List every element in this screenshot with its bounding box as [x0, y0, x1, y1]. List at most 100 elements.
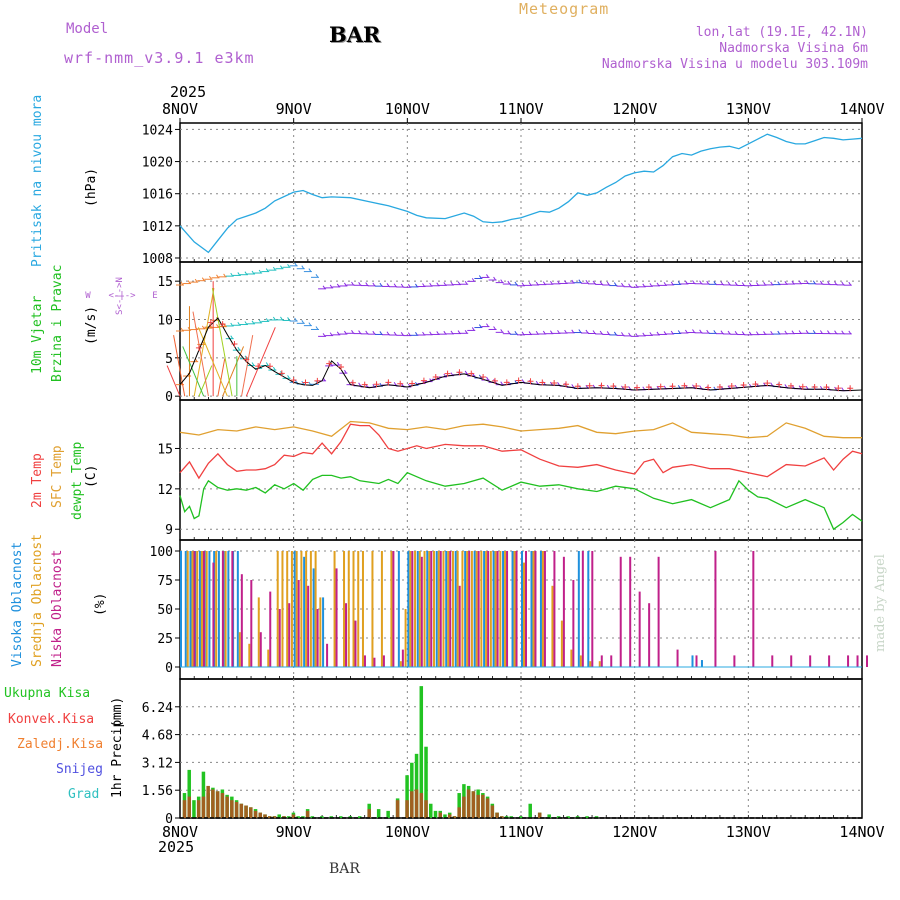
wind-barb-tick-upper — [265, 268, 269, 272]
wind-barb-tick-middle — [478, 324, 482, 328]
wind-barb-tick-middle — [287, 317, 290, 321]
high-cloud-bar — [189, 551, 192, 667]
wind-barb-tick-middle — [422, 331, 425, 336]
wind-barb-tick-upper — [777, 281, 781, 285]
high-cloud-bar — [426, 551, 429, 667]
high-cloud-bar — [208, 551, 211, 667]
low-cloud-bar — [354, 620, 357, 667]
low-cloud-bar — [382, 655, 385, 667]
wind-barb-tick-middle — [507, 330, 511, 334]
elevation-text: Nadmorska Visina 6m — [719, 41, 868, 56]
y-tick-label-cloud: 100 — [150, 545, 173, 560]
year-bottom: 2025 — [158, 838, 195, 856]
wind-gust-marker — [764, 380, 771, 387]
mid-cloud-bar — [560, 620, 563, 667]
mid-cloud-bar — [191, 551, 194, 667]
conv-precip-bar — [267, 816, 272, 818]
wind-barb-tick-middle — [528, 331, 532, 335]
mid-cloud-bar — [343, 551, 346, 667]
wind-barb-tick-middle — [841, 330, 845, 335]
y-tick-label-pressure: 1016 — [142, 188, 173, 203]
conv-precip-bar — [201, 796, 206, 818]
mid-cloud-bar — [361, 551, 364, 667]
wind-barb-tick-upper — [493, 276, 496, 281]
mid-cloud-bar — [333, 551, 336, 667]
wind-barb-tick-middle — [216, 324, 219, 328]
wind-barb-tick-middle — [471, 327, 475, 331]
y-tick-label-temperature: 15 — [157, 442, 173, 457]
low-cloud-bar — [600, 655, 603, 667]
wind-barb-tick-lower — [343, 369, 347, 374]
wind-barb-tick-upper — [656, 282, 660, 287]
low-cloud-bar — [269, 591, 272, 667]
total-precip-bar — [376, 809, 381, 818]
wind-barb-tick-upper — [201, 277, 205, 281]
low-cloud-bar — [534, 551, 537, 667]
low-cloud-bar — [828, 655, 831, 667]
wind-gust-marker — [397, 380, 404, 387]
total-precip-bar — [509, 816, 514, 818]
y-tick-label-cloud: 75 — [157, 574, 173, 589]
low-cloud-bar — [193, 551, 196, 667]
wind-barb-tick-lower — [237, 346, 241, 351]
wind-barb-tick-middle — [343, 330, 347, 335]
total-precip-bar — [286, 816, 291, 818]
wind-barb-tick-middle — [400, 332, 404, 336]
low-cloud-bar — [506, 551, 509, 667]
wind-direction-ray — [173, 335, 186, 397]
wind-barb-tick-upper — [805, 280, 809, 284]
wind-barb-tick-middle — [542, 330, 546, 335]
low-cloud-bar — [733, 655, 736, 667]
mid-cloud-bar — [380, 551, 383, 667]
wind-barb-tick-upper — [734, 281, 738, 286]
low-cloud-bar — [629, 556, 632, 667]
mid-cloud-bar — [504, 551, 507, 667]
total-precip-bar — [310, 816, 315, 818]
wind-barb-tick-upper — [514, 281, 518, 286]
high-cloud-bar — [217, 551, 220, 667]
wind-barb-tick-upper — [450, 281, 454, 286]
wind-gust-marker — [681, 382, 688, 389]
mid-cloud-bar — [300, 551, 303, 667]
wind-gust-marker — [787, 382, 794, 389]
mid-cloud-bar — [570, 649, 573, 667]
wind-barb-tick-middle — [670, 330, 674, 335]
mid-cloud-bar — [390, 551, 393, 667]
wind-gust-marker — [835, 385, 842, 392]
y-tick-label-temperature: 12 — [157, 483, 173, 498]
wind-barb-tick-middle — [649, 332, 653, 336]
mid-cloud-bar — [532, 551, 535, 667]
wind-gust-marker — [562, 381, 569, 388]
high-cloud-bar — [198, 551, 201, 667]
y-tick-label-precip: 3.12 — [142, 756, 173, 771]
x-tick-bottom-label: 12NOV — [612, 823, 657, 841]
high-cloud-bar — [483, 551, 486, 667]
y-tick-label-cloud: 25 — [157, 632, 173, 647]
wind-barb-tick-upper — [528, 282, 532, 286]
y-tick-label-wind: 15 — [157, 275, 173, 290]
low-cloud-bar — [543, 551, 546, 667]
wind-barb-tick-upper — [457, 281, 461, 285]
total-precip-bar — [585, 816, 589, 818]
high-cloud-bar — [539, 551, 542, 667]
low-cloud-bar — [562, 556, 565, 667]
conv-precip-bar — [215, 791, 220, 818]
conv-precip-bar — [263, 814, 267, 818]
wind-barb-tick-upper — [770, 281, 774, 286]
low-cloud-bar — [468, 551, 471, 667]
wind-gust-marker — [847, 385, 854, 392]
conv-precip-bar — [244, 805, 248, 818]
wind-barb-tick-upper — [628, 283, 631, 288]
low-cloud-bar — [695, 655, 698, 667]
low-cloud-bar — [638, 591, 641, 667]
conv-precip-bar — [414, 789, 419, 818]
wind-barb-tick-lower — [251, 362, 255, 366]
wind-barb-tick-middle — [727, 330, 731, 335]
wind-barb-tick-middle — [656, 331, 660, 336]
low-cloud-bar — [856, 655, 859, 667]
wind-gust-marker — [823, 384, 830, 391]
wind-gust-marker — [740, 382, 747, 389]
wind-barb-tick-middle — [322, 333, 326, 337]
mid-cloud-bar — [267, 649, 270, 667]
